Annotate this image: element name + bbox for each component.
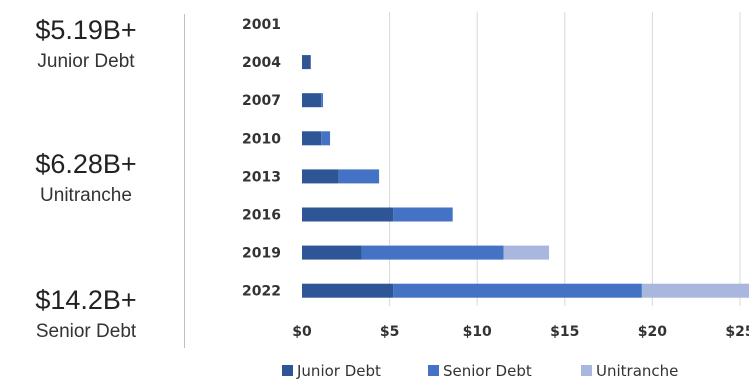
x-tick-label: $0 <box>292 324 312 340</box>
y-tick-label: 2004 <box>242 55 281 71</box>
y-tick-label: 2019 <box>242 246 281 262</box>
divider <box>184 14 185 348</box>
bar-junior-debt <box>302 131 322 146</box>
bar-senior-debt <box>321 93 324 108</box>
legend-swatch <box>282 365 293 376</box>
x-tick-label: $15 <box>550 324 579 340</box>
legend-swatch <box>581 365 592 376</box>
bar-junior-debt <box>302 93 322 108</box>
bars <box>302 55 749 298</box>
x-tick-label: $25 <box>725 324 749 340</box>
stat-label: Senior Debt <box>35 321 137 342</box>
legend: Junior Debt Senior Debt Unitranche <box>282 362 678 380</box>
y-tick-label: 2001 <box>242 17 281 33</box>
y-tick-label: 2022 <box>242 284 281 300</box>
legend-label: Junior Debt <box>296 362 381 380</box>
stat-value: $6.28B+ <box>35 149 137 179</box>
gridlines <box>389 12 741 306</box>
bar-junior-debt <box>302 55 311 70</box>
x-axis-ticks: $0 $5 $10 $15 $20 $25 <box>292 324 749 340</box>
bar-junior-debt <box>302 245 362 260</box>
bar-senior-debt <box>393 283 642 298</box>
stat-senior-debt: $14.2B+ Senior Debt <box>0 284 172 344</box>
bar-junior-debt <box>302 283 394 298</box>
bar-senior-debt <box>361 245 504 260</box>
stat-label: Unitranche <box>40 185 132 206</box>
stat-label: Junior Debt <box>37 51 135 72</box>
x-tick-label: $10 <box>463 324 492 340</box>
stat-unitranche: $6.28B+ Unitranche <box>0 148 172 208</box>
stat-junior-debt: $5.19B+ Junior Debt <box>0 14 172 74</box>
y-tick-label: 2010 <box>242 131 281 147</box>
y-tick-label: 2016 <box>242 208 281 224</box>
bar-junior-debt <box>302 169 339 184</box>
y-tick-label: 2007 <box>242 93 281 109</box>
y-tick-label: 2013 <box>242 169 281 185</box>
bar-unitranche <box>641 283 749 298</box>
stat-value: $14.2B+ <box>35 285 137 315</box>
x-tick-label: $5 <box>380 324 399 340</box>
legend-swatch <box>428 365 439 376</box>
y-axis-ticks: 2001 2004 2007 2010 2013 2016 2019 2022 <box>242 17 281 300</box>
bar-senior-debt <box>393 207 453 222</box>
legend-label: Unitranche <box>596 362 678 380</box>
bar-senior-debt <box>321 131 331 146</box>
legend-label: Senior Debt <box>443 362 532 380</box>
x-tick-label: $20 <box>638 324 667 340</box>
stat-value: $5.19B+ <box>35 15 137 45</box>
bar-senior-debt <box>338 169 380 184</box>
bar-unitranche <box>503 245 550 260</box>
bar-junior-debt <box>302 207 394 222</box>
